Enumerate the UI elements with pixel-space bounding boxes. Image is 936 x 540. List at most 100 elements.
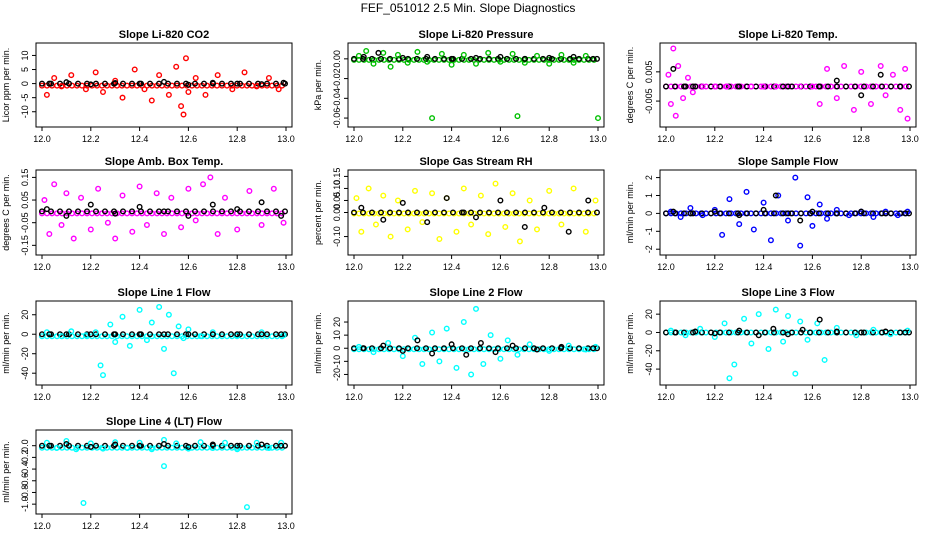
data-point: [370, 349, 377, 356]
panel-title: Slope Sample Flow: [738, 156, 839, 168]
data-point: [136, 80, 143, 87]
data-point: [477, 345, 484, 352]
data-point: [697, 325, 704, 332]
data-point: [429, 190, 436, 197]
x-tick-label: 12.2: [394, 392, 412, 402]
panel-5: Slope Gas Stream RH percent per min. 12.0 1…: [313, 156, 607, 272]
data-point: [404, 59, 411, 66]
data-point: [726, 83, 733, 90]
data-point: [594, 55, 601, 62]
data-point: [833, 95, 840, 102]
plot-frame: [659, 300, 917, 386]
data-point: [51, 181, 58, 188]
y-tick-label: 0.05: [20, 191, 30, 209]
x-tick-label: 13.0: [589, 392, 607, 402]
data-point: [719, 231, 726, 238]
y-tick-label: -0.8: [20, 485, 30, 501]
panel-title: Slope Amb. Box Temp.: [105, 156, 224, 168]
y-tick-label: 0: [20, 81, 30, 86]
data-point: [721, 320, 728, 327]
data-point: [833, 210, 840, 217]
data-point: [546, 187, 553, 194]
data-point: [148, 446, 155, 453]
data-point: [513, 55, 520, 62]
data-point: [692, 83, 699, 90]
x-tick-label: 12.4: [131, 521, 149, 531]
data-point: [473, 60, 480, 67]
data-point: [73, 446, 80, 453]
data-point: [387, 63, 394, 70]
page-title: FEF_051012 2.5 Min. Slope Diagnostics: [360, 1, 576, 15]
data-point: [168, 194, 175, 201]
data-point: [879, 329, 886, 336]
data-point: [825, 83, 832, 90]
data-point: [227, 208, 234, 215]
data-point: [258, 81, 265, 88]
data-point: [699, 83, 706, 90]
data-point: [833, 324, 840, 331]
x-tick-label: 13.0: [589, 262, 607, 272]
data-point: [378, 55, 385, 62]
data-point: [360, 345, 367, 352]
data-point: [460, 209, 467, 216]
plot-frame: [347, 42, 605, 128]
data-point: [432, 345, 439, 352]
data-point: [736, 327, 743, 334]
data-point: [236, 331, 243, 338]
data-point: [833, 206, 840, 213]
plot-frame: [347, 300, 605, 386]
data-point: [265, 74, 272, 81]
x-tick-label: 12.4: [755, 392, 773, 402]
data-point: [273, 208, 280, 215]
data-point: [92, 442, 99, 449]
data-point: [178, 224, 185, 231]
data-point: [241, 69, 248, 76]
y-tick-label: -1.0: [20, 496, 30, 512]
data-point: [99, 372, 106, 379]
x-tick-label: 12.0: [657, 392, 675, 402]
data-point: [549, 55, 556, 62]
y-tick-label: -0.05: [20, 212, 30, 233]
x-tick-label: 12.4: [131, 262, 149, 272]
plot-frame: [659, 169, 917, 256]
data-point: [816, 329, 823, 336]
data-point: [234, 80, 241, 87]
data-point: [894, 212, 901, 219]
data-point: [748, 83, 755, 90]
data-point: [424, 53, 431, 60]
data-point: [423, 209, 430, 216]
data-point: [87, 440, 94, 447]
x-tick-label: 12.4: [443, 392, 461, 402]
data-point: [209, 208, 216, 215]
data-point: [380, 192, 387, 199]
data-point: [750, 226, 757, 233]
data-point: [229, 86, 236, 93]
data-point: [513, 209, 520, 216]
data-point: [743, 188, 750, 195]
data-point: [101, 80, 108, 87]
data-point: [785, 217, 792, 224]
data-point: [227, 331, 234, 338]
data-point: [785, 210, 792, 217]
data-point: [80, 499, 87, 506]
plot-frame: [35, 169, 293, 256]
data-point: [852, 210, 859, 217]
data-point: [816, 210, 823, 217]
data-point: [207, 174, 214, 181]
y-tick-label: 0.05: [332, 192, 342, 210]
data-point: [558, 343, 565, 350]
data-point: [254, 208, 261, 215]
data-point: [717, 329, 724, 336]
data-point: [877, 71, 884, 78]
y-tick-label: -5: [20, 94, 30, 102]
data-point: [119, 331, 126, 338]
data-point: [63, 190, 70, 197]
data-point: [443, 195, 450, 202]
data-point: [218, 80, 225, 87]
data-point: [68, 72, 75, 79]
data-point: [748, 340, 755, 347]
data-point: [448, 55, 455, 62]
panel-title: Slope Line 1 Flow: [118, 287, 211, 299]
data-point: [165, 91, 172, 98]
panel-title: Slope Li-820 CO2: [119, 29, 209, 41]
